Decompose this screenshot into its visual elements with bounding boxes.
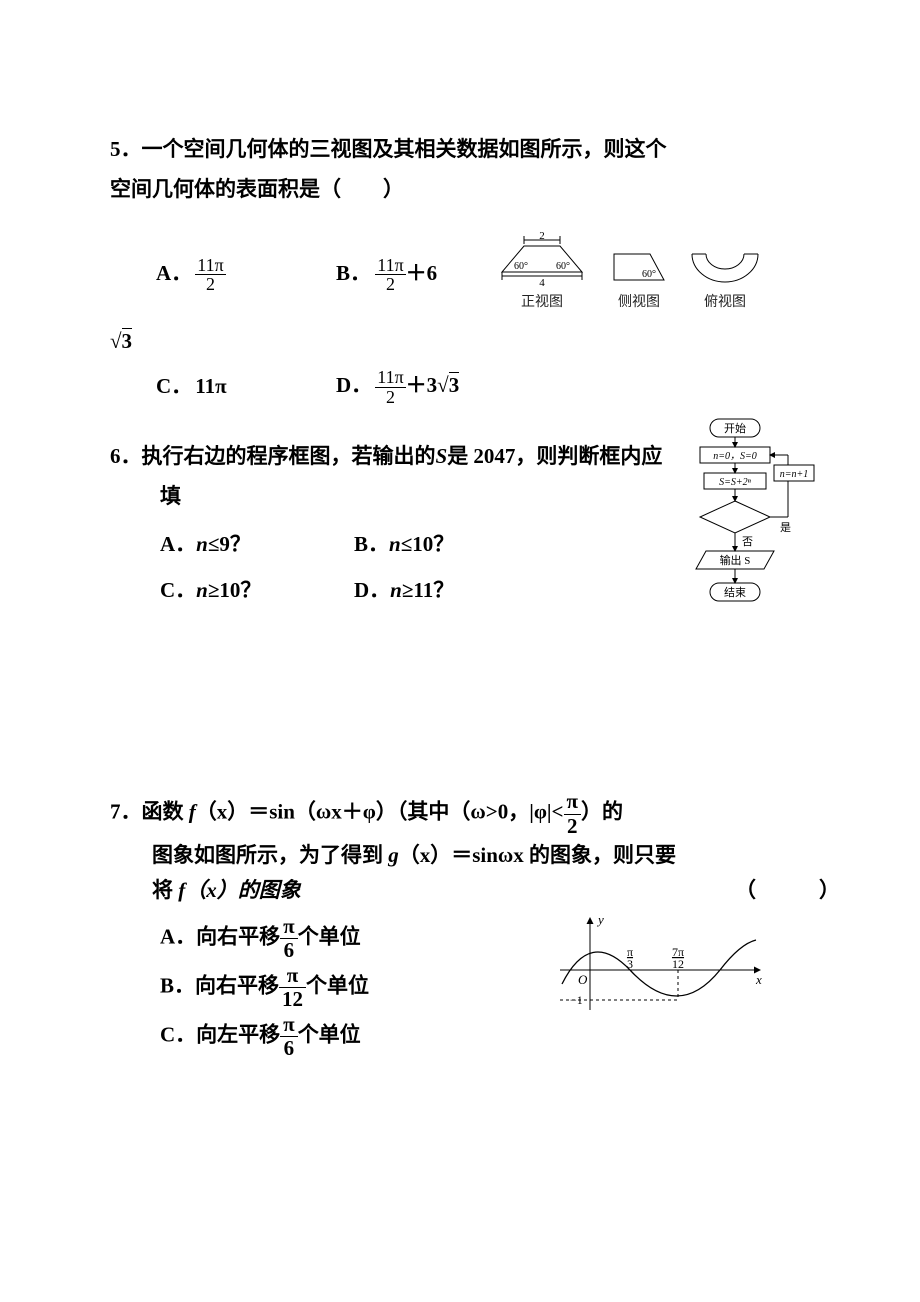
- fraction: 11π2: [375, 256, 405, 295]
- y-axis-label: y: [596, 912, 604, 927]
- flow-start: 开始: [724, 421, 746, 435]
- side-view-label: 侧视图: [608, 290, 670, 317]
- flow-update: S=S+2ⁿ: [719, 477, 751, 488]
- q5-options-row-2: C． 11π D． 11π2＋3√3: [110, 366, 810, 407]
- front-view-svg: 2 60° 60° 4: [492, 232, 592, 288]
- fraction: 11π2: [195, 256, 225, 295]
- q7-number: 7．: [110, 800, 142, 824]
- flow-output: 输出 S: [720, 553, 751, 567]
- flow-yes: 是: [780, 521, 791, 534]
- q6-option-b: B．n≤10？: [354, 525, 504, 565]
- x-axis-label: x: [755, 972, 762, 987]
- left-angle: 60°: [514, 261, 528, 272]
- sine-plot: y x O −1 π3 7π12: [550, 910, 770, 1020]
- fraction: π12: [279, 964, 306, 1011]
- side-angle: 60°: [642, 269, 656, 280]
- q5-b-tail: √3: [110, 322, 810, 362]
- q5-option-d: D． 11π2＋3√3: [336, 366, 459, 407]
- q5-option-b: B． 11π2＋6: [336, 254, 486, 295]
- page: 5．一个空间几何体的三视图及其相关数据如图所示，则这个 空间几何体的表面积是（ …: [0, 0, 920, 1302]
- sqrt-sign: √: [110, 329, 122, 353]
- top-view: 俯视图: [686, 244, 764, 317]
- tick2: 7π12: [672, 945, 684, 971]
- flowchart: 开始 n=0，S=0 S=S+2ⁿ n=n+1 是 否 输出 S 结束: [670, 417, 820, 627]
- q5-options-row-1: A． 11π2 B． 11π2＋6 2 60° 60°: [110, 232, 810, 317]
- flow-no: 否: [742, 536, 753, 548]
- q5-number: 5．: [110, 137, 142, 161]
- front-view-label: 正视图: [492, 290, 592, 317]
- q6-option-d: D．n≥11？: [354, 571, 504, 611]
- q7-line3: 将 f（x）的图象 （ ）: [152, 873, 810, 909]
- bottom-dim: 4: [539, 277, 545, 288]
- flow-incr: n=n+1: [780, 469, 809, 480]
- q7-line1: 7．函数 f（x）＝sin（ωx＋φ）（其中（ω>0，|φ|<π2）的: [110, 790, 810, 837]
- q5-option-a: A． 11π2: [156, 254, 336, 295]
- plus: ＋6: [406, 261, 438, 285]
- question-5: 5．一个空间几何体的三视图及其相关数据如图所示，则这个 空间几何体的表面积是（ …: [110, 130, 810, 407]
- q6-option-a: A．n≤9？: [160, 525, 310, 565]
- fraction: π6: [280, 915, 298, 962]
- q5-a-label: A．: [156, 254, 190, 294]
- q7-line2: 图象如图所示，为了得到 g（x）＝sinωx 的图象，则只要: [152, 838, 810, 874]
- q6-number: 6．: [110, 444, 142, 468]
- q5-option-c: C． 11π: [156, 367, 336, 407]
- q5-c-label: C．: [156, 367, 190, 407]
- flow-end: 结束: [724, 586, 746, 599]
- q5-line1: 一个空间几何体的三视图及其相关数据如图所示，则这个: [142, 137, 667, 161]
- front-view: 2 60° 60° 4 正视图: [492, 232, 592, 317]
- right-angle: 60°: [556, 261, 570, 272]
- q6-option-c: C．n≥10？: [160, 571, 310, 611]
- q7-option-c: C．向左平移π6个单位: [160, 1013, 810, 1060]
- q5-c-text: 11π: [195, 374, 226, 398]
- q5-stem-line2: 空间几何体的表面积是（ ）: [110, 170, 810, 210]
- q5-d-label: D．: [336, 366, 370, 406]
- side-view: 60° 侧视图: [608, 244, 670, 317]
- top-view-label: 俯视图: [686, 290, 764, 317]
- three-views: 2 60° 60° 4 正视图 60°: [492, 232, 764, 317]
- fraction: π6: [280, 1013, 298, 1060]
- fraction: π2: [564, 790, 582, 837]
- q5-stem: 5．一个空间几何体的三视图及其相关数据如图所示，则这个: [110, 130, 810, 170]
- flow-init: n=0，S=0: [713, 451, 757, 462]
- top-view-svg: [686, 244, 764, 288]
- question-6: 6．执行右边的程序框图，若输出的S是 2047，则判断框内应 填 A．n≤9？ …: [110, 437, 810, 611]
- ymin-label: −1: [570, 993, 583, 1007]
- fraction: 11π2: [375, 368, 405, 407]
- tick1: π3: [627, 945, 633, 971]
- plus: ＋3: [406, 373, 438, 397]
- question-7: 7．函数 f（x）＝sin（ωx＋φ）（其中（ω>0，|φ|<π2）的 图象如图…: [110, 790, 810, 1060]
- top-dim: 2: [539, 232, 545, 242]
- q5-b-label: B．: [336, 254, 370, 294]
- side-view-svg: 60°: [608, 244, 670, 288]
- q7-paren: （ ）: [735, 873, 840, 909]
- sqrt-sign: √: [437, 373, 449, 397]
- origin-label: O: [578, 972, 588, 987]
